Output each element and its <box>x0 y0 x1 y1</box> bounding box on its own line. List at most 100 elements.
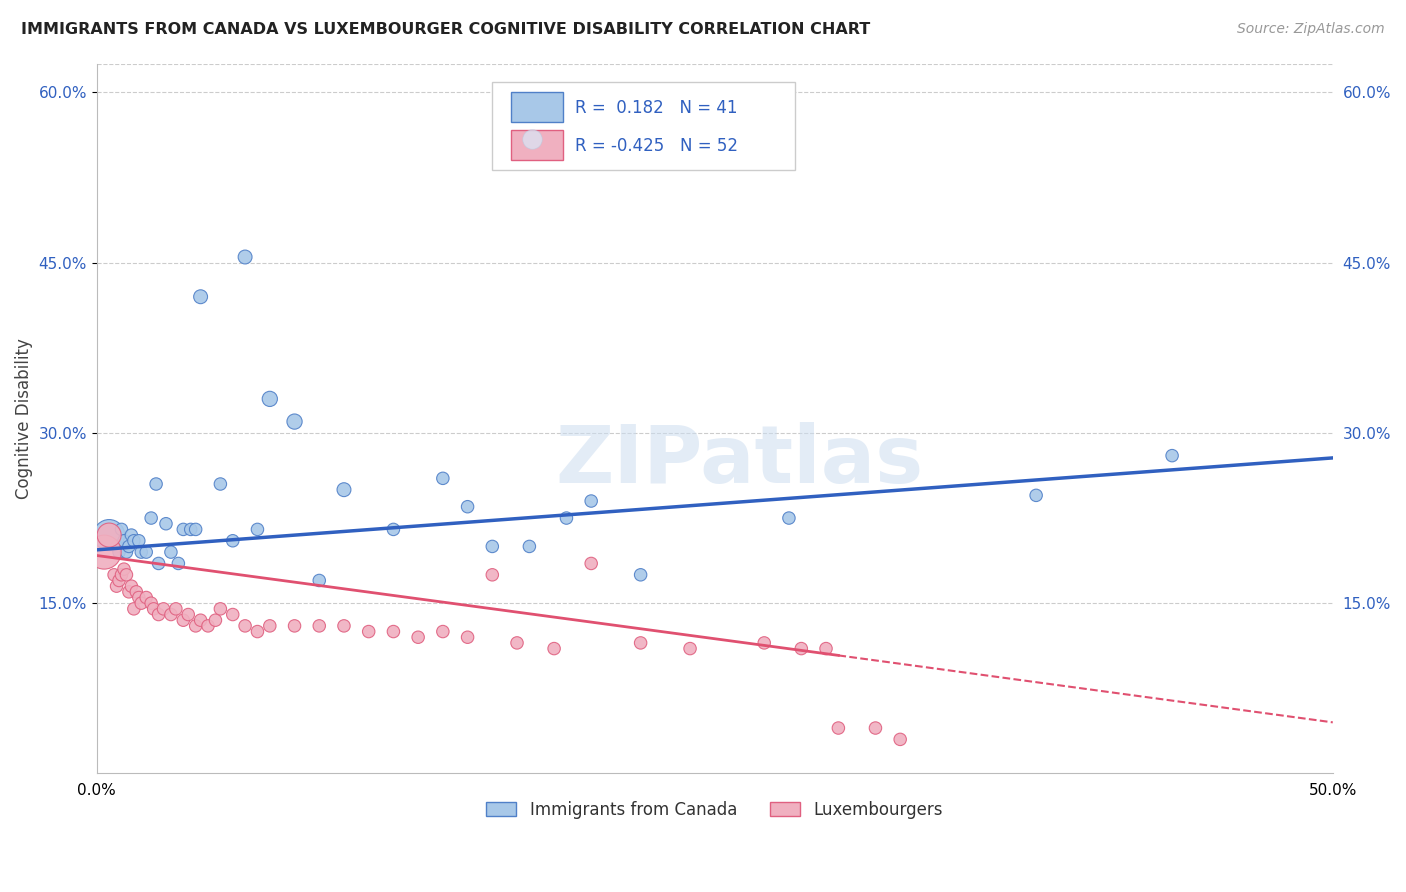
Point <box>122 602 145 616</box>
Text: R = -0.425   N = 52: R = -0.425 N = 52 <box>575 136 738 154</box>
Point <box>209 477 232 491</box>
Point <box>233 619 256 633</box>
Point <box>141 596 163 610</box>
Point <box>108 574 131 588</box>
Point <box>177 607 200 622</box>
Point <box>333 483 356 497</box>
Point <box>1025 488 1047 502</box>
Text: ZIPatlas: ZIPatlas <box>555 422 924 500</box>
FancyBboxPatch shape <box>510 130 562 160</box>
Point <box>118 540 141 554</box>
Point <box>110 567 132 582</box>
Point <box>184 523 207 537</box>
Point <box>118 584 141 599</box>
Point <box>190 613 212 627</box>
Point <box>790 641 813 656</box>
Point <box>180 523 202 537</box>
Point <box>103 567 125 582</box>
Point <box>165 602 187 616</box>
Point <box>167 557 190 571</box>
Point <box>115 545 138 559</box>
Point <box>357 624 380 639</box>
Point <box>222 607 245 622</box>
Point <box>457 630 479 644</box>
Point <box>333 619 356 633</box>
Point <box>152 602 174 616</box>
Point <box>135 591 157 605</box>
Point <box>481 567 503 582</box>
Point <box>432 624 454 639</box>
Point <box>112 533 135 548</box>
Point <box>519 540 541 554</box>
Point <box>406 630 429 644</box>
FancyBboxPatch shape <box>492 82 796 170</box>
Point <box>122 533 145 548</box>
Point <box>246 523 269 537</box>
Point <box>432 471 454 485</box>
Point <box>382 624 405 639</box>
Point <box>865 721 887 735</box>
Point <box>184 619 207 633</box>
Point <box>382 523 405 537</box>
Point <box>108 545 131 559</box>
Point <box>754 636 776 650</box>
Point <box>129 596 152 610</box>
Point <box>679 641 702 656</box>
Point <box>506 636 529 650</box>
Point <box>145 477 167 491</box>
Legend: Immigrants from Canada, Luxembourgers: Immigrants from Canada, Luxembourgers <box>479 794 950 825</box>
Point <box>222 533 245 548</box>
Y-axis label: Cognitive Disability: Cognitive Disability <box>15 338 32 500</box>
Point <box>110 523 132 537</box>
Point <box>98 528 121 542</box>
Point <box>481 540 503 554</box>
Point <box>827 721 849 735</box>
Point <box>630 567 652 582</box>
Point <box>308 619 330 633</box>
Point <box>543 641 565 656</box>
Point <box>190 290 212 304</box>
Point <box>283 619 305 633</box>
Point <box>630 636 652 650</box>
Point <box>155 516 177 531</box>
Point <box>233 250 256 264</box>
Text: Source: ZipAtlas.com: Source: ZipAtlas.com <box>1237 22 1385 37</box>
Point <box>129 545 152 559</box>
FancyBboxPatch shape <box>510 93 562 122</box>
Point <box>128 533 150 548</box>
Point <box>128 591 150 605</box>
Point <box>105 579 128 593</box>
Point <box>115 567 138 582</box>
Point <box>125 584 148 599</box>
Point <box>457 500 479 514</box>
Point <box>120 528 142 542</box>
Point <box>93 545 115 559</box>
Point <box>246 624 269 639</box>
Point <box>141 511 163 525</box>
Point <box>148 607 170 622</box>
Point <box>259 392 281 406</box>
Point <box>778 511 800 525</box>
Point <box>142 602 165 616</box>
Text: IMMIGRANTS FROM CANADA VS LUXEMBOURGER COGNITIVE DISABILITY CORRELATION CHART: IMMIGRANTS FROM CANADA VS LUXEMBOURGER C… <box>21 22 870 37</box>
Point <box>105 540 128 554</box>
Point <box>160 607 183 622</box>
Point <box>160 545 183 559</box>
Point <box>814 641 837 656</box>
Point <box>172 613 194 627</box>
Point <box>889 732 911 747</box>
Text: R =  0.182   N = 41: R = 0.182 N = 41 <box>575 99 738 117</box>
Point <box>135 545 157 559</box>
Point <box>308 574 330 588</box>
Point <box>259 619 281 633</box>
Point <box>204 613 226 627</box>
Point <box>579 557 602 571</box>
Point <box>98 528 121 542</box>
Point <box>197 619 219 633</box>
Point <box>120 579 142 593</box>
Point <box>209 602 232 616</box>
Point <box>283 415 305 429</box>
Point <box>172 523 194 537</box>
Point <box>579 494 602 508</box>
Point <box>1161 449 1184 463</box>
